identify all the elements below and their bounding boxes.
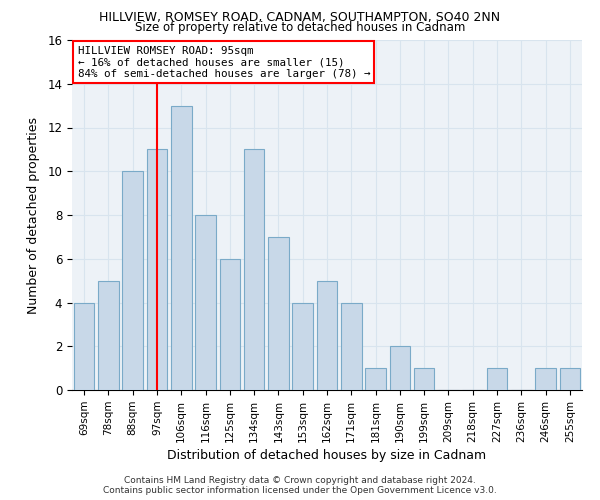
Bar: [220, 259, 240, 390]
Bar: [389, 346, 410, 390]
Bar: [146, 150, 167, 390]
Text: HILLVIEW, ROMSEY ROAD, CADNAM, SOUTHAMPTON, SO40 2NN: HILLVIEW, ROMSEY ROAD, CADNAM, SOUTHAMPT…: [100, 11, 500, 24]
Bar: [268, 237, 289, 390]
Bar: [195, 215, 216, 390]
Bar: [535, 368, 556, 390]
Bar: [414, 368, 434, 390]
Bar: [171, 106, 191, 390]
Text: Size of property relative to detached houses in Cadnam: Size of property relative to detached ho…: [135, 21, 465, 34]
Bar: [74, 302, 94, 390]
Bar: [244, 150, 265, 390]
X-axis label: Distribution of detached houses by size in Cadnam: Distribution of detached houses by size …: [167, 449, 487, 462]
Bar: [317, 280, 337, 390]
Bar: [292, 302, 313, 390]
Bar: [98, 280, 119, 390]
Bar: [560, 368, 580, 390]
Bar: [487, 368, 508, 390]
Text: Contains HM Land Registry data © Crown copyright and database right 2024.
Contai: Contains HM Land Registry data © Crown c…: [103, 476, 497, 495]
Y-axis label: Number of detached properties: Number of detached properties: [28, 116, 40, 314]
Bar: [341, 302, 362, 390]
Bar: [365, 368, 386, 390]
Text: HILLVIEW ROMSEY ROAD: 95sqm
← 16% of detached houses are smaller (15)
84% of sem: HILLVIEW ROMSEY ROAD: 95sqm ← 16% of det…: [77, 46, 370, 79]
Bar: [122, 171, 143, 390]
